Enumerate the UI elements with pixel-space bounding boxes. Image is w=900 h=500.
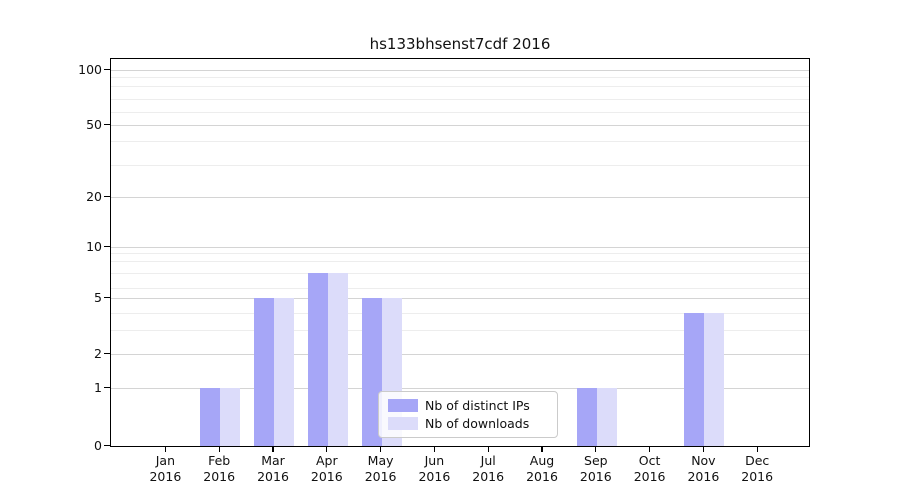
- gridline-major-50: [111, 125, 809, 126]
- bar-feb-distinct-ips: [200, 388, 221, 446]
- gridline-minor-6: [111, 288, 809, 289]
- legend-swatch-downloads: [388, 417, 418, 430]
- legend-swatch-distinct-ips: [388, 399, 418, 412]
- x-tick-jul: [487, 447, 489, 452]
- x-tick-dec: [756, 447, 758, 452]
- y-tick-20: [104, 196, 110, 198]
- x-tick-label-oct: Oct 2016: [633, 453, 666, 484]
- bar-may-distinct-ips: [361, 298, 382, 446]
- y-tick-5: [104, 297, 110, 299]
- bar-feb-downloads: [220, 388, 241, 446]
- y-tick-label-0: 0: [94, 438, 102, 453]
- x-tick-mar: [272, 447, 274, 452]
- x-tick-label-dec: Dec 2016: [741, 453, 774, 484]
- y-tick-label-2: 2: [94, 346, 102, 361]
- y-tick-label-20: 20: [86, 189, 102, 204]
- y-tick-1: [104, 387, 110, 389]
- legend: Nb of distinct IPs Nb of downloads: [378, 391, 558, 438]
- bar-apr-downloads: [327, 273, 348, 446]
- bar-mar-distinct-ips: [254, 298, 274, 446]
- legend-row-downloads: Nb of downloads: [388, 416, 548, 431]
- gridline-major-20: [111, 197, 809, 198]
- x-tick-label-mar: Mar 2016: [257, 453, 289, 484]
- x-tick-sep: [595, 447, 597, 452]
- gridline-minor-8: [111, 261, 809, 262]
- x-tick-label-aug: Aug 2016: [526, 453, 558, 484]
- x-tick-apr: [326, 447, 328, 452]
- legend-label-downloads: Nb of downloads: [425, 416, 530, 431]
- y-tick-label-10: 10: [86, 239, 102, 254]
- x-tick-jun: [433, 447, 436, 452]
- bar-mar-downloads: [274, 298, 294, 446]
- gridline-major-1: [111, 388, 809, 389]
- x-tick-may: [379, 447, 382, 452]
- y-tick-label-50: 50: [86, 117, 102, 132]
- y-tick-0: [104, 445, 110, 447]
- gridline-minor-7: [111, 273, 809, 274]
- legend-row-distinct-ips: Nb of distinct IPs: [388, 398, 548, 413]
- gridline-major-5: [111, 298, 809, 299]
- x-tick-nov: [702, 447, 705, 452]
- y-tick-2: [104, 353, 110, 355]
- x-tick-label-may: May 2016: [364, 453, 397, 484]
- gridline-minor-9: [111, 253, 809, 254]
- chart-title: hs133bhsenst7cdf 2016: [369, 35, 551, 53]
- gridline-minor-60: [111, 112, 809, 113]
- y-tick-50: [104, 124, 110, 126]
- x-tick-label-apr: Apr 2016: [310, 453, 343, 484]
- gridline-minor-90: [111, 77, 809, 78]
- y-tick-label-1: 1: [94, 380, 102, 395]
- gridline-minor-4: [111, 313, 809, 314]
- x-tick-label-nov: Nov 2016: [687, 453, 720, 484]
- gridline-minor-70: [111, 99, 809, 100]
- gridline-minor-30: [111, 165, 809, 166]
- x-tick-label-sep: Sep 2016: [579, 453, 612, 484]
- bar-apr-distinct-ips: [307, 273, 328, 446]
- gridline-minor-80: [111, 86, 809, 87]
- x-tick-jan: [164, 447, 167, 452]
- gridline-minor-40: [111, 141, 809, 142]
- bar-nov-distinct-ips: [684, 313, 705, 446]
- y-tick-10: [104, 246, 110, 248]
- y-tick-label-100: 100: [78, 62, 102, 77]
- gridline-major-2: [111, 354, 809, 355]
- legend-label-distinct-ips: Nb of distinct IPs: [425, 398, 530, 413]
- bar-sep-downloads: [596, 388, 617, 446]
- x-tick-label-jul: Jul 2016: [472, 453, 505, 484]
- bar-nov-downloads: [704, 313, 725, 446]
- bar-sep-distinct-ips: [576, 388, 597, 446]
- x-tick-label-jun: Jun 2016: [418, 453, 451, 484]
- y-tick-label-5: 5: [94, 290, 102, 305]
- gridline-minor-3: [111, 330, 809, 331]
- gridline-major-10: [111, 247, 809, 248]
- gridline-major-100: [111, 70, 809, 71]
- x-tick-feb: [218, 447, 220, 452]
- plot-area: [110, 58, 810, 447]
- x-tick-label-feb: Feb 2016: [203, 453, 236, 484]
- x-tick-aug: [541, 447, 543, 452]
- y-tick-100: [104, 69, 110, 71]
- x-tick-oct: [648, 447, 651, 452]
- x-tick-label-jan: Jan 2016: [149, 453, 182, 484]
